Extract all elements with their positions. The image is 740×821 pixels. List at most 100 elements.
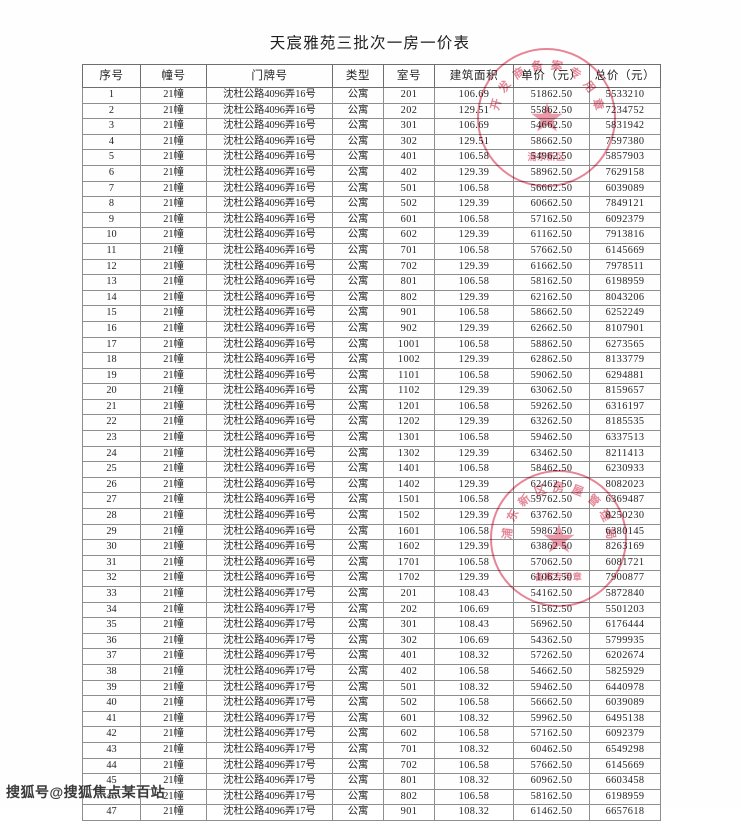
cell-address: 沈杜公路4096弄17号: [206, 741, 333, 759]
table-row: 24 21幢 沈杜公路4096弄16号 公寓 1302 129.39 63462.50 821…: [82, 445, 661, 463]
cell-type: 公寓: [332, 352, 384, 369]
cell-area: 129.39: [434, 476, 514, 494]
cell-address: 沈杜公路4096弄16号: [206, 336, 333, 354]
cell-type: 公寓: [332, 445, 384, 463]
cell-type: 公寓: [332, 149, 384, 166]
cell-area: 129.39: [434, 383, 514, 400]
cell-type: 公寓: [332, 164, 384, 182]
table-row: 37 21幢 沈杜公路4096弄17号 公寓 401 108.32 57262.50 6202…: [82, 648, 661, 665]
cell-area: 106.58: [434, 305, 514, 322]
cell-type: 公寓: [332, 788, 384, 806]
cell-area: 129.39: [434, 289, 514, 307]
cell-room: 1501: [383, 492, 435, 510]
cell-room: 1601: [383, 523, 435, 541]
cell-building: 21幢: [140, 133, 207, 151]
cell-total-price: 6198959: [589, 788, 661, 806]
cell-room: 402: [383, 663, 435, 681]
cell-address: 沈杜公路4096弄17号: [206, 679, 333, 697]
cell-address: 沈杜公路4096弄16号: [206, 352, 333, 369]
cell-address: 沈杜公路4096弄16号: [206, 87, 333, 104]
cell-type: 公寓: [332, 227, 384, 244]
cell-address: 沈杜公路4096弄16号: [206, 430, 333, 447]
table-row: 16 21幢 沈杜公路4096弄16号 公寓 902 129.39 62662.50 8107…: [82, 320, 661, 338]
cell-index: 33: [82, 586, 141, 603]
cell-area: 129.39: [434, 196, 514, 213]
cell-index: 45: [82, 773, 141, 790]
column-header-room: 室号: [383, 64, 435, 88]
cell-total-price: 6202674: [589, 648, 661, 665]
cell-address: 沈杜公路4096弄16号: [206, 289, 333, 307]
cell-type: 公寓: [332, 118, 384, 135]
cell-building: 21幢: [140, 367, 207, 385]
cell-area: 106.58: [434, 149, 514, 166]
cell-building: 21幢: [140, 757, 207, 775]
cell-building: 21幢: [140, 570, 207, 587]
table-row: 15 21幢 沈杜公路4096弄16号 公寓 901 106.58 58662.50 6252…: [82, 305, 661, 322]
cell-unit-price: 58962.50: [513, 164, 590, 182]
cell-building: 21幢: [140, 180, 207, 198]
cell-total-price: 6657618: [589, 804, 661, 821]
cell-room: 1002: [383, 352, 435, 369]
page-title: 天宸雅苑三批次一房一价表: [269, 35, 471, 52]
table-row: 22 21幢 沈杜公路4096弄16号 公寓 1202 129.39 63262.50 818…: [82, 414, 661, 432]
table-row: 36 21幢 沈杜公路4096弄17号 公寓 302 106.69 54362.50 5799…: [82, 632, 661, 650]
cell-type: 公寓: [332, 414, 384, 432]
table-row: 47 21幢 沈杜公路4096弄17号 公寓 901 108.32 61462.50 6657…: [82, 804, 661, 821]
cell-room: 1401: [383, 461, 435, 478]
cell-address: 沈杜公路4096弄16号: [206, 414, 333, 432]
cell-total-price: 7978511: [589, 258, 661, 276]
cell-area: 106.58: [434, 211, 514, 229]
cell-address: 沈杜公路4096弄17号: [206, 788, 333, 806]
cell-unit-price: 58162.50: [513, 788, 590, 806]
cell-area: 106.58: [434, 367, 514, 385]
table-row: 13 21幢 沈杜公路4096弄16号 公寓 801 106.58 58162.50 6198…: [82, 274, 661, 291]
cell-address: 沈杜公路4096弄16号: [206, 227, 333, 244]
column-header-unit-price: 单价（元）: [513, 64, 590, 88]
cell-room: 401: [383, 648, 435, 665]
cell-area: 106.58: [434, 430, 514, 447]
table-row: 33 21幢 沈杜公路4096弄17号 公寓 201 108.43 54162.50 5872…: [82, 586, 661, 603]
cell-total-price: 6145669: [589, 757, 661, 775]
table-row: 1 21幢 沈杜公路4096弄16号 公寓 201 106.69 51862.50 55332…: [82, 87, 661, 104]
table-row: 5 21幢 沈杜公路4096弄16号 公寓 401 106.58 54962.50 58579…: [82, 149, 661, 166]
table-row: 34 21幢 沈杜公路4096弄17号 公寓 202 106.69 51562.50 5501…: [82, 601, 661, 619]
cell-type: 公寓: [332, 258, 384, 276]
cell-index: 39: [82, 679, 141, 697]
column-header-area: 建筑面积: [434, 64, 514, 88]
cell-index: 17: [82, 336, 141, 354]
table-row: 40 21幢 沈杜公路4096弄17号 公寓 502 106.58 56662.50 6039…: [82, 695, 661, 712]
cell-room: 1702: [383, 570, 435, 587]
cell-type: 公寓: [332, 710, 384, 728]
cell-building: 21幢: [140, 695, 207, 712]
cell-area: 106.58: [434, 336, 514, 354]
cell-index: 25: [82, 461, 141, 478]
cell-total-price: 7900877: [589, 570, 661, 587]
cell-type: 公寓: [332, 180, 384, 198]
cell-area: 106.58: [434, 663, 514, 681]
cell-area: 108.32: [434, 679, 514, 697]
cell-total-price: 6603458: [589, 773, 661, 790]
table-row: 42 21幢 沈杜公路4096弄17号 公寓 602 106.58 57162.50 6092…: [82, 726, 661, 743]
cell-index: 30: [82, 539, 141, 556]
cell-address: 沈杜公路4096弄16号: [206, 258, 333, 276]
cell-area: 129.39: [434, 570, 514, 587]
cell-area: 108.32: [434, 648, 514, 665]
cell-building: 21幢: [140, 289, 207, 307]
table-row: 18 21幢 沈杜公路4096弄16号 公寓 1002 129.39 62862.50 813…: [82, 352, 661, 369]
cell-total-price: 6081721: [589, 554, 661, 572]
cell-index: 43: [82, 741, 141, 759]
cell-unit-price: 61162.50: [513, 227, 590, 244]
cell-area: 129.39: [434, 539, 514, 556]
cell-unit-price: 62462.50: [513, 476, 590, 494]
cell-address: 沈杜公路4096弄16号: [206, 180, 333, 198]
cell-room: 1502: [383, 508, 435, 525]
column-header-type: 类型: [332, 64, 384, 88]
cell-address: 沈杜公路4096弄17号: [206, 695, 333, 712]
cell-room: 601: [383, 211, 435, 229]
cell-room: 1701: [383, 554, 435, 572]
cell-total-price: 7234752: [589, 102, 661, 120]
cell-area: 129.39: [434, 164, 514, 182]
cell-unit-price: 60962.50: [513, 773, 590, 790]
cell-index: 31: [82, 554, 141, 572]
cell-address: 沈杜公路4096弄16号: [206, 118, 333, 135]
